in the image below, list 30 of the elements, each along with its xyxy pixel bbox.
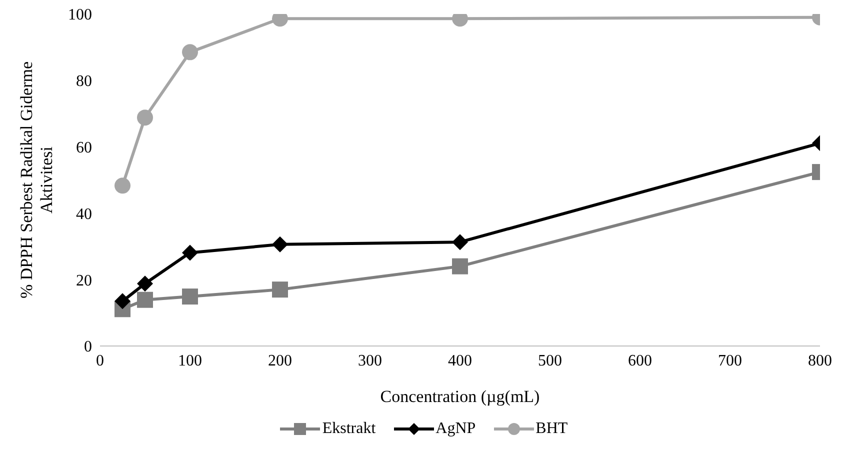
x-tick-label: 300 (358, 352, 382, 370)
point (137, 292, 153, 308)
y-tick-label: 80 (76, 73, 92, 90)
point (182, 244, 198, 261)
x-tick-label: 400 (448, 352, 472, 370)
legend-label: Ekstrakt (321, 420, 376, 438)
y-tick-label: 20 (76, 272, 92, 290)
y-tick-label: 0 (84, 338, 92, 356)
x-tick-label: 500 (538, 352, 562, 370)
point (272, 236, 288, 252)
y-tick-label: 100 (68, 6, 92, 24)
point (114, 178, 130, 194)
legend-label: BHT (534, 420, 568, 438)
x-tick-label: 800 (808, 352, 832, 370)
point (137, 276, 153, 292)
x-tick-label: 200 (268, 352, 292, 370)
legend-label: AgNP (434, 420, 476, 438)
point (182, 288, 198, 305)
point (182, 44, 198, 60)
x-tick-label: 0 (96, 352, 104, 370)
x-tick-label: 100 (178, 352, 202, 370)
y-tick-label: 60 (76, 139, 92, 156)
x-tick-label: 700 (718, 352, 742, 370)
x-axis-title: Concentration (µg(mL) (380, 387, 540, 406)
y-tick-label: 40 (76, 206, 92, 223)
point (114, 293, 130, 310)
point (272, 282, 288, 298)
y-axis-title: % DPPH Serbest Radikal Giderme Aktivitesi (17, 61, 56, 299)
x-tick-label: 600 (628, 352, 652, 370)
point (137, 110, 153, 126)
